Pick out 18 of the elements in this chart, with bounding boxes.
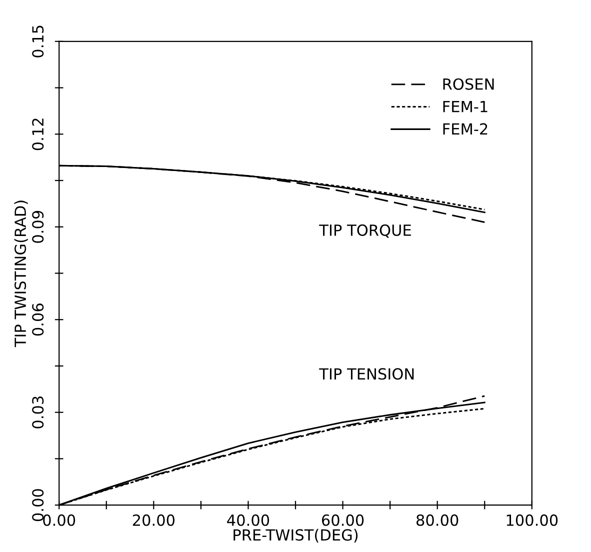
y-tick-label: 0.09 (32, 210, 44, 243)
legend-label: FEM-2 (443, 123, 488, 135)
y-tick-label: 0.03 (32, 396, 44, 428)
x-tick-label: 80.00 (416, 514, 458, 526)
y-tick-label: 0.06 (32, 304, 44, 336)
y-tick-label: 0.15 (32, 26, 44, 58)
x-tick-label: 20.00 (132, 514, 175, 526)
y-tick-label: 0.12 (32, 118, 44, 150)
x-tick-label: 100.00 (506, 514, 558, 526)
x-tick-label: 40.00 (227, 514, 270, 526)
legend-label: FEM-1 (443, 100, 488, 112)
x-tick-label: 60.00 (322, 514, 364, 526)
legend-label: ROSEN (443, 78, 494, 90)
annotation: TIP TENSION (319, 368, 414, 380)
x-tick-label: 0.00 (43, 514, 76, 526)
y-axis-title: TIP TWISTING(RAD) (14, 200, 28, 348)
annotation: TIP TORQUE (319, 224, 411, 238)
x-axis-title: PRE-TWIST(DEG) (234, 528, 358, 543)
